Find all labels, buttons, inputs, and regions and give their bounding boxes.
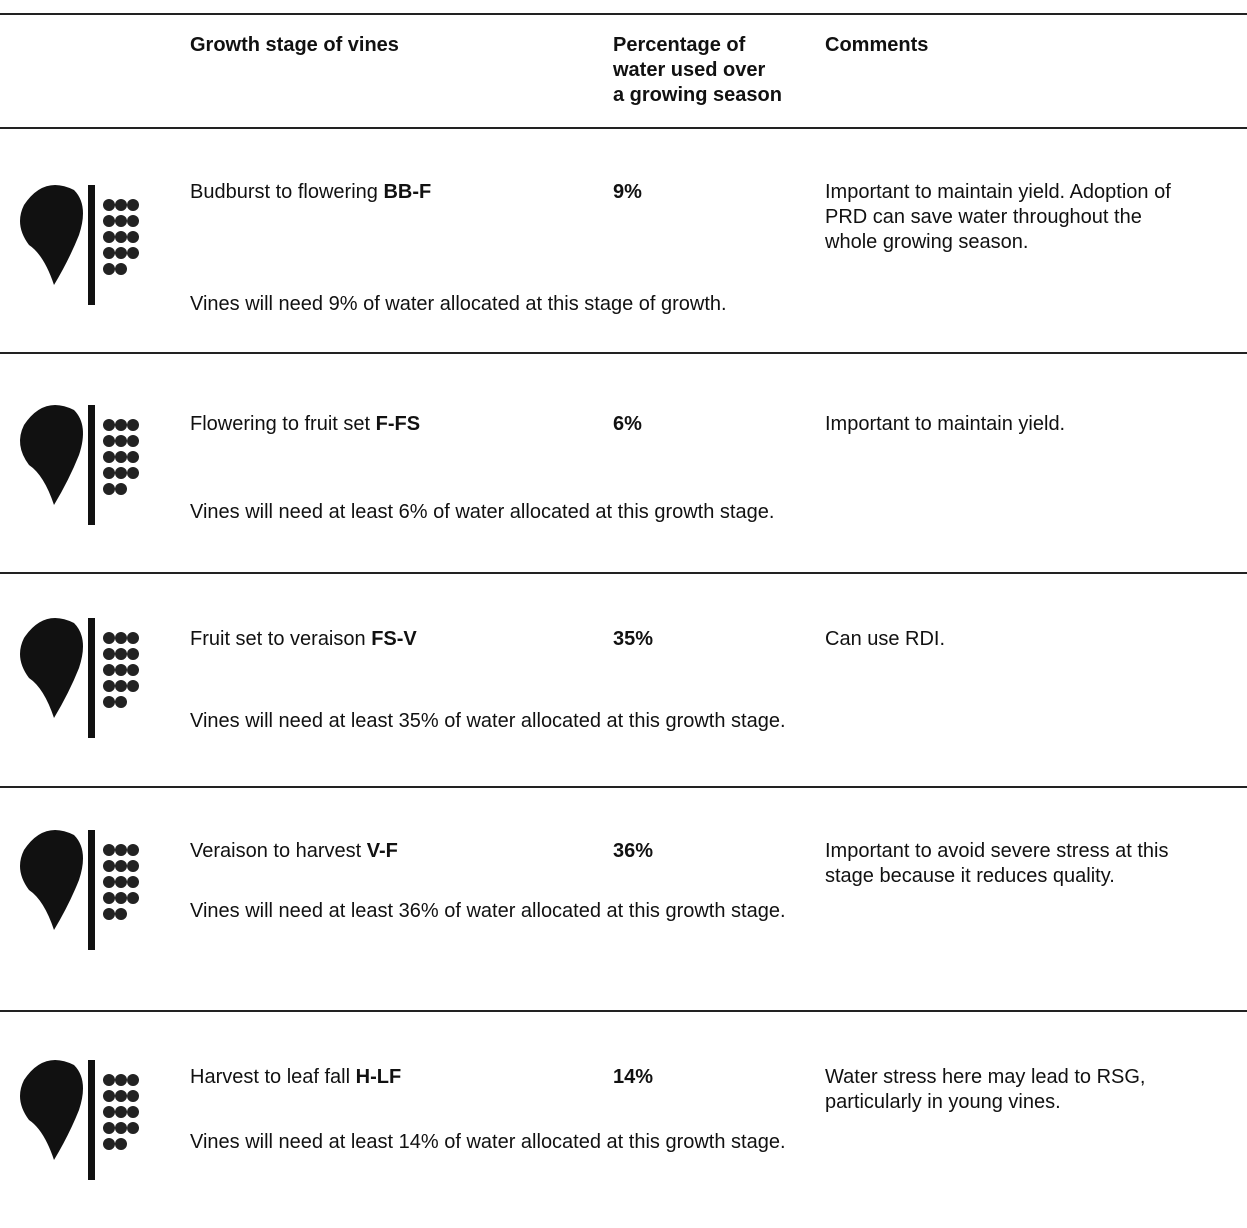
note: Vines will need at least 35% of water al… — [190, 710, 786, 732]
vine-icon — [20, 405, 139, 525]
header-comments: Comments — [825, 34, 929, 56]
stage: Budburst to flowering BB-F — [190, 180, 431, 205]
percentage: 35% — [613, 628, 654, 650]
header-percentage: water used over — [613, 59, 766, 81]
header-stage: Growth stage of vines — [190, 34, 399, 56]
stage-code: H-LF — [355, 1066, 402, 1088]
comment: Important to maintain yield. Adoption of — [825, 181, 1171, 203]
vine-icon — [20, 1060, 139, 1180]
note: Vines will need 9% of water allocated at… — [190, 293, 727, 315]
rule — [0, 352, 1247, 354]
stage-code: V-F — [366, 840, 398, 862]
stage-code: BB-F — [383, 181, 432, 203]
header-percentage: a growing season — [613, 84, 782, 106]
stage-name: Fruit set to veraison — [190, 628, 366, 650]
stage-code: FS-V — [371, 628, 417, 650]
comment: PRD can save water throughout the — [825, 206, 1142, 228]
vine-icon — [20, 618, 139, 738]
note: Vines will need at least 14% of water al… — [190, 1131, 786, 1153]
note: Vines will need at least 36% of water al… — [190, 900, 786, 922]
percentage: 14% — [613, 1066, 654, 1088]
stage-name: Flowering to fruit set — [190, 413, 371, 435]
percentage: 9% — [613, 181, 642, 203]
rule — [0, 572, 1247, 574]
rule — [0, 13, 1247, 15]
rule — [0, 786, 1247, 788]
vine-icon — [20, 185, 139, 305]
comment: Important to avoid severe stress at this — [825, 840, 1169, 862]
comment: Important to maintain yield. — [825, 413, 1066, 435]
note: Vines will need at least 6% of water all… — [190, 501, 775, 523]
comment: Can use RDI. — [825, 628, 946, 650]
comment: stage because it reduces quality. — [825, 865, 1115, 887]
vine-icon — [20, 830, 139, 950]
rule — [0, 1010, 1247, 1012]
stage: Harvest to leaf fall H-LF — [190, 1065, 401, 1090]
percentage: 6% — [613, 413, 642, 435]
stage-name: Harvest to leaf fall — [190, 1066, 351, 1088]
stage: Flowering to fruit set F-FS — [190, 412, 420, 437]
comment: whole growing season. — [825, 231, 1029, 253]
comment: Water stress here may lead to RSG, — [825, 1066, 1146, 1088]
stage: Fruit set to veraison FS-V — [190, 627, 417, 652]
stage-name: Budburst to flowering — [190, 181, 378, 203]
stage-code: F-FS — [375, 413, 421, 435]
comment: particularly in young vines. — [825, 1091, 1061, 1113]
header-percentage: Percentage of — [613, 34, 746, 56]
stage: Veraison to harvest V-F — [190, 839, 398, 864]
stage-name: Veraison to harvest — [190, 840, 362, 862]
rule — [0, 127, 1247, 129]
percentage: 36% — [613, 840, 654, 862]
